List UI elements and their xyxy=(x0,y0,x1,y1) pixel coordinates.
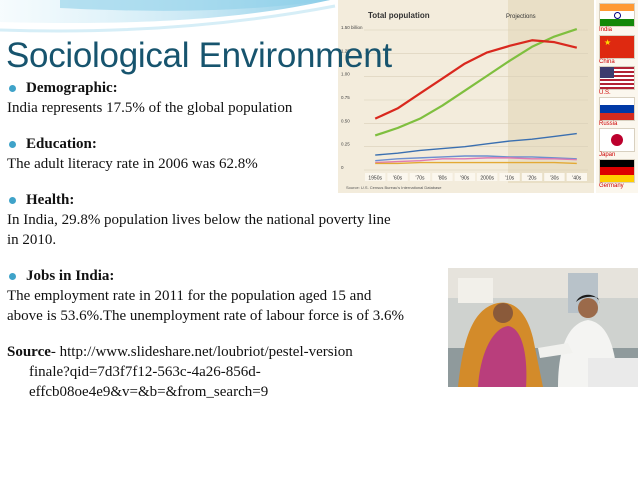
heading-text: Health: xyxy=(26,192,75,208)
series-line-germany xyxy=(375,161,577,165)
population-chart-svg: Total population Projections Source: U.S… xyxy=(338,0,594,193)
y-tick-label: 0.50 xyxy=(341,118,350,123)
x-tick-box xyxy=(454,173,475,181)
x-tick-label: '90s xyxy=(460,176,470,182)
x-tick-box xyxy=(499,173,520,181)
x-tick-label: 2000s xyxy=(480,176,494,182)
bullet-icon xyxy=(9,140,16,148)
x-tick-box xyxy=(409,173,431,181)
jobs-text-line-2: above is 53.6%.The unemployment rate of … xyxy=(7,308,404,324)
flag-label-germany: Germany xyxy=(599,183,624,189)
x-tick-box xyxy=(365,173,386,181)
projection-band xyxy=(508,0,594,183)
x-tick-label: '30s xyxy=(550,176,560,182)
india-flag-icon xyxy=(599,3,635,27)
chart-title: Total population xyxy=(368,11,430,20)
germany-flag-icon xyxy=(599,159,635,183)
series-line-us xyxy=(375,132,577,156)
x-tick-box xyxy=(521,173,543,181)
clinic-photo xyxy=(448,268,638,387)
series-line-china xyxy=(374,39,578,120)
x-tick-label: '20s xyxy=(527,176,537,182)
population-chart: Total population Projections Source: U.S… xyxy=(338,0,594,193)
bullet-icon xyxy=(9,84,16,92)
heading-text: Jobs in India: xyxy=(26,268,115,284)
flag-label-india: India xyxy=(599,27,613,33)
flag-label-us: U.S. xyxy=(599,90,611,96)
japan-flag-icon xyxy=(599,128,635,152)
x-tick-box xyxy=(477,173,498,181)
russia-flag-icon xyxy=(599,97,635,121)
education-text: The adult literacy rate in 2006 was 62.8… xyxy=(7,156,258,172)
china-flag-icon: ★ xyxy=(599,35,635,59)
bullet-icon xyxy=(9,196,16,204)
y-tick-label: 0.75 xyxy=(341,95,350,100)
x-tick-box xyxy=(566,173,587,181)
slide-content: Demographic: India represents 17.5% of t… xyxy=(7,78,487,402)
health-text-line-2: in 2010. xyxy=(7,232,57,248)
x-tick-label: '80s xyxy=(438,176,448,182)
x-tick-label: '40s xyxy=(572,176,582,182)
source-url-line-1: - http://www.slideshare.net/loubriot/pes… xyxy=(50,344,353,360)
flag-label-japan: Japan xyxy=(599,152,616,158)
y-tick-label: 1.00 xyxy=(341,72,350,77)
source-url-line-2: finale?qid=7d3f7f12-563c-4a26-856d-effcb… xyxy=(29,364,269,400)
heading-text: Education: xyxy=(26,136,97,152)
chart-footnote: Source: U.S. Census Bureau's Internation… xyxy=(346,185,442,190)
flag-label-china: China xyxy=(599,59,615,65)
jobs-text-line-1: The employment rate in 2011 for the popu… xyxy=(7,288,372,304)
series-line-russia xyxy=(375,155,577,162)
y-tick-label: 1.25 xyxy=(341,48,350,53)
section-demographic-heading: Demographic: xyxy=(7,78,487,98)
x-tick-label: '60s xyxy=(393,176,403,182)
us-flag-icon xyxy=(599,66,635,90)
health-text-line-1: In India, 29.8% population lives below t… xyxy=(7,212,391,228)
x-tick-label: '10s xyxy=(505,176,515,182)
x-tick-label: '70s xyxy=(415,176,425,182)
country-flags: India ★ China U.S. Russia Japan Germany xyxy=(596,0,638,193)
section-health-heading: Health: xyxy=(7,190,487,210)
y-tick-label: 1.50 billion xyxy=(341,25,363,30)
bullet-icon xyxy=(9,272,16,280)
y-tick-label: 0 xyxy=(341,165,344,170)
source-citation: Source- http://www.slideshare.net/loubri… xyxy=(7,342,487,402)
x-tick-box xyxy=(387,173,408,181)
x-tick-box xyxy=(544,173,565,181)
series-line-japan xyxy=(375,157,577,164)
slide-title: Sociological Environment xyxy=(6,36,392,75)
x-tick-label: 1950s xyxy=(368,176,382,182)
section-jobs-heading: Jobs in India: xyxy=(7,266,487,286)
flag-label-russia: Russia xyxy=(599,121,618,127)
source-label: Source xyxy=(7,344,51,360)
demographic-text: India represents 17.5% of the global pop… xyxy=(7,100,293,116)
heading-text: Demographic: xyxy=(26,80,118,96)
x-tick-box xyxy=(432,173,453,181)
section-education-heading: Education: xyxy=(7,134,487,154)
projections-label: Projections xyxy=(506,14,536,20)
y-tick-label: 0.25 xyxy=(341,142,350,147)
